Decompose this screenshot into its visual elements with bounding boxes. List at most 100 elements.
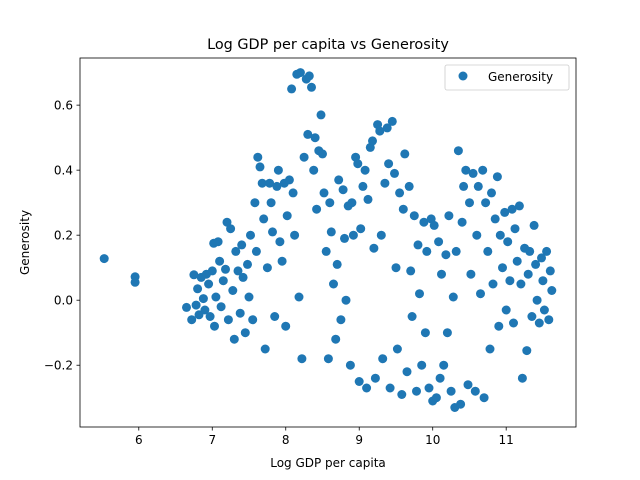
data-point xyxy=(358,181,368,191)
plot-frame xyxy=(79,57,577,428)
data-point xyxy=(456,399,466,409)
data-point xyxy=(304,71,314,81)
data-point xyxy=(318,149,327,159)
data-point xyxy=(437,269,446,279)
data-point xyxy=(363,194,373,204)
data-point xyxy=(476,289,485,299)
data-point xyxy=(309,165,319,175)
data-point xyxy=(228,286,238,295)
data-point xyxy=(268,227,277,237)
data-point xyxy=(282,211,292,221)
y-tick-label: −0.2 xyxy=(44,359,73,373)
data-point xyxy=(429,220,439,230)
data-point xyxy=(532,295,542,305)
data-point xyxy=(439,360,449,370)
data-point xyxy=(244,292,254,302)
data-point xyxy=(505,276,515,286)
data-point xyxy=(400,149,410,159)
data-point xyxy=(297,354,307,364)
data-point xyxy=(281,321,291,331)
data-point xyxy=(207,266,217,276)
data-point xyxy=(407,312,417,321)
data-point xyxy=(215,256,225,266)
data-point xyxy=(251,246,261,256)
data-point xyxy=(448,292,458,302)
x-tick-label: 6 xyxy=(135,433,143,447)
data-point xyxy=(250,198,260,208)
data-point xyxy=(310,133,320,143)
data-point xyxy=(259,214,269,224)
data-point xyxy=(453,146,463,156)
data-point xyxy=(527,312,537,321)
data-point xyxy=(210,321,219,331)
data-point xyxy=(187,315,197,325)
data-point xyxy=(431,393,441,403)
data-point xyxy=(417,360,427,370)
data-point xyxy=(412,386,421,396)
data-point xyxy=(332,259,342,269)
data-point xyxy=(466,269,476,279)
y-axis: −0.2 0.0 0.2 0.4 0.6 xyxy=(44,98,80,373)
data-point xyxy=(348,230,358,240)
data-point xyxy=(510,224,520,234)
data-point xyxy=(378,354,388,364)
data-point xyxy=(213,237,223,247)
x-axis: 6 7 8 9 10 11 xyxy=(135,427,514,447)
data-point xyxy=(316,110,326,120)
data-point xyxy=(272,181,282,191)
data-point xyxy=(255,162,265,172)
data-point xyxy=(265,178,275,188)
data-point xyxy=(288,188,298,198)
data-point xyxy=(200,305,210,315)
data-point xyxy=(375,126,385,136)
data-point xyxy=(390,168,399,178)
data-point xyxy=(463,380,473,390)
data-point xyxy=(191,300,201,310)
x-axis-title: Log GDP per capita xyxy=(270,456,386,470)
data-point xyxy=(295,68,305,78)
data-point xyxy=(182,302,191,312)
data-point xyxy=(514,201,524,211)
x-tick-label: 9 xyxy=(355,433,363,447)
data-point xyxy=(326,227,336,237)
data-point xyxy=(356,224,366,234)
data-point xyxy=(353,159,363,169)
data-point xyxy=(522,346,532,356)
data-point xyxy=(99,254,109,264)
data-point xyxy=(369,243,379,253)
data-point xyxy=(507,204,517,214)
data-point xyxy=(294,292,304,302)
data-point xyxy=(233,266,243,276)
data-point xyxy=(243,259,252,269)
data-point xyxy=(468,168,478,178)
data-point xyxy=(406,266,416,276)
data-point xyxy=(444,211,454,221)
data-point xyxy=(422,246,432,256)
data-point xyxy=(531,259,541,269)
data-point xyxy=(275,237,285,247)
data-point xyxy=(257,178,267,188)
y-tick-label: 0.2 xyxy=(54,228,73,242)
data-point xyxy=(323,354,333,364)
data-point xyxy=(299,152,309,162)
data-point xyxy=(130,277,140,287)
data-point xyxy=(231,246,241,256)
data-point xyxy=(345,360,355,370)
data-points xyxy=(99,68,557,412)
data-point xyxy=(223,315,233,325)
x-tick-label: 8 xyxy=(282,433,290,447)
data-point xyxy=(226,224,236,234)
y-axis-title: Generosity xyxy=(18,210,32,275)
data-point xyxy=(409,211,419,221)
data-point xyxy=(205,312,215,321)
data-point xyxy=(487,188,496,198)
legend-box xyxy=(444,64,570,91)
data-point xyxy=(229,334,239,344)
data-point xyxy=(442,328,452,338)
data-point xyxy=(539,305,549,315)
y-tick-label: 0.0 xyxy=(54,294,73,308)
data-point xyxy=(483,246,493,256)
data-point xyxy=(218,276,228,286)
data-point xyxy=(516,279,526,289)
data-point xyxy=(360,165,370,175)
